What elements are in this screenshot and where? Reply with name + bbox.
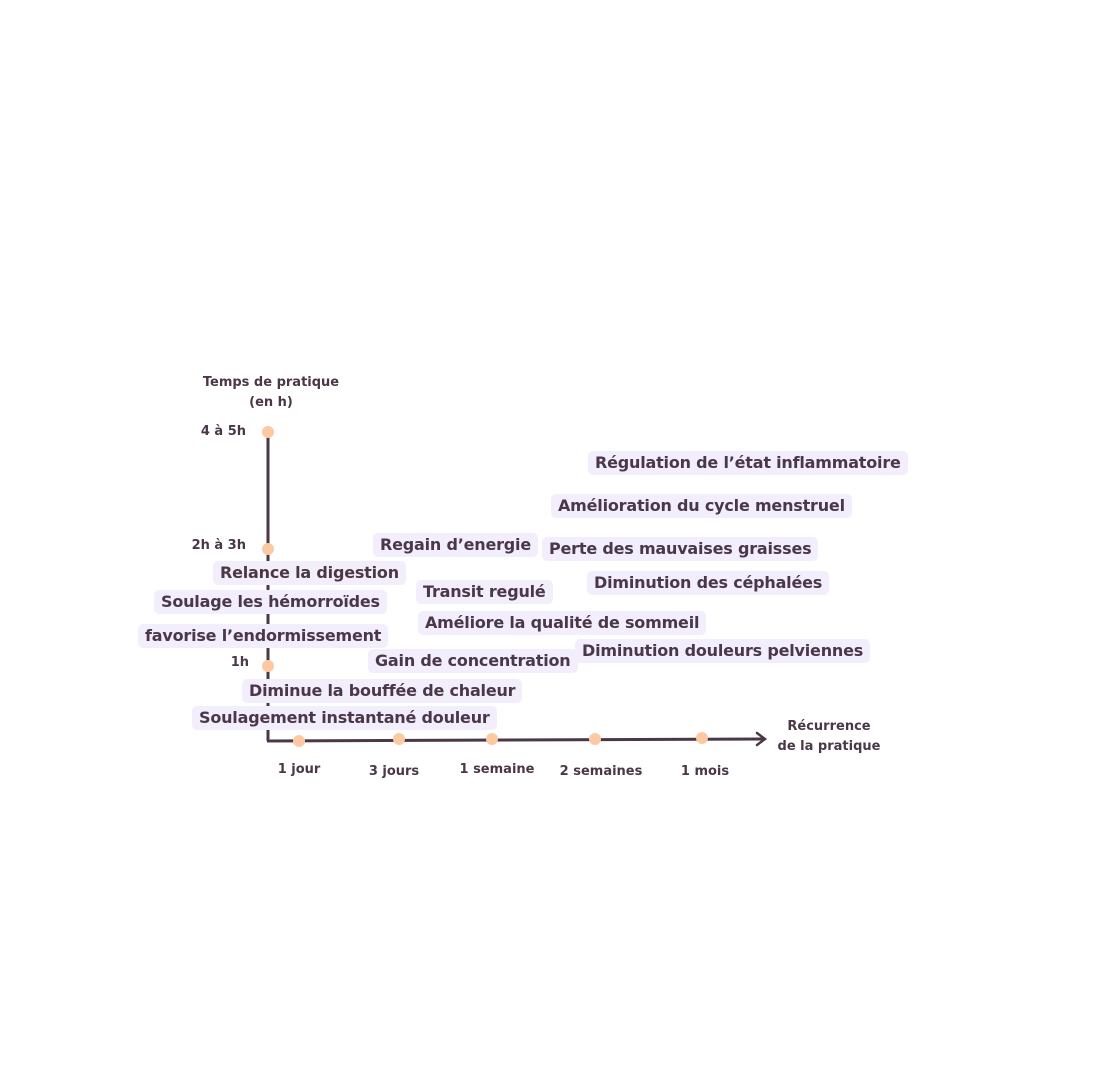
x-tick-label: 1 semaine bbox=[459, 762, 535, 777]
y-tick-label: 4 à 5h bbox=[200, 424, 246, 439]
x-tick-label: 1 jour bbox=[277, 762, 321, 777]
x-dot-3-jours bbox=[393, 733, 405, 745]
y-axis-title: Temps de pratique (en h) bbox=[191, 373, 351, 413]
x-axis-title-line1: Récurrence bbox=[787, 719, 871, 734]
y-dot-4-5h bbox=[262, 426, 274, 438]
benefit-label: favorise l’endormissement bbox=[138, 624, 389, 648]
x-tick-label: 1 mois bbox=[680, 764, 730, 779]
benefit-label: Perte des mauvaises graisses bbox=[542, 537, 819, 561]
benefit-label: Diminution douleurs pelviennes bbox=[575, 639, 871, 663]
benefit-label: Améliore la qualité de sommeil bbox=[418, 611, 707, 635]
benefit-label: Amélioration du cycle menstruel bbox=[551, 494, 852, 518]
x-axis-title: Récurrence de la pratique bbox=[769, 717, 889, 757]
benefit-label: Soulagement instantané douleur bbox=[192, 706, 497, 730]
benefit-label: Diminue la bouffée de chaleur bbox=[242, 679, 523, 703]
x-dot-2-semaines bbox=[589, 733, 601, 745]
x-axis-title-line2: de la pratique bbox=[777, 739, 881, 754]
benefit-label: Regain d’energie bbox=[373, 533, 538, 557]
y-axis-title-line1: Temps de pratique bbox=[202, 375, 340, 390]
y-dot-2-3h bbox=[262, 543, 274, 555]
y-dot-1h bbox=[262, 660, 274, 672]
y-axis-title-line2: (en h) bbox=[249, 395, 293, 410]
x-tick-label: 3 jours bbox=[368, 764, 420, 779]
y-tick-label: 2h à 3h bbox=[191, 538, 246, 553]
benefit-label: Régulation de l’état inflammatoire bbox=[588, 451, 908, 475]
benefit-label: Diminution des céphalées bbox=[587, 571, 830, 595]
x-dot-1-jour bbox=[293, 735, 305, 747]
x-dot-1-semaine bbox=[486, 733, 498, 745]
x-tick-label: 2 semaines bbox=[559, 764, 643, 779]
x-axis-arrow-icon bbox=[755, 731, 768, 747]
y-tick-label: 1h bbox=[230, 655, 249, 670]
x-axis-line bbox=[266, 737, 765, 743]
benefit-label: Relance la digestion bbox=[213, 561, 406, 585]
benefit-label: Gain de concentration bbox=[368, 649, 578, 673]
benefit-label: Transit regulé bbox=[416, 580, 553, 604]
x-dot-1-mois bbox=[696, 732, 708, 744]
benefit-label: Soulage les hémorroïdes bbox=[154, 590, 387, 614]
